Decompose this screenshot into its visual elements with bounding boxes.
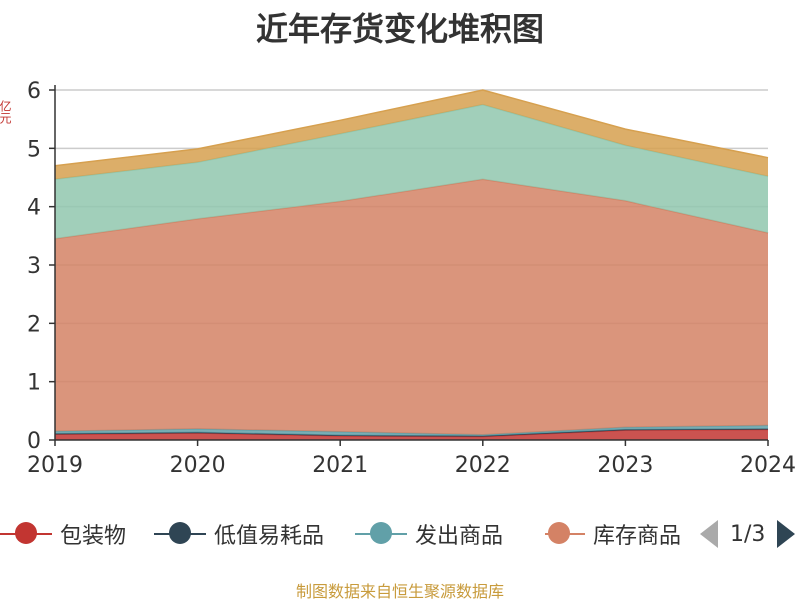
legend-label: 发出商品	[415, 524, 504, 549]
x-tick-label: 2024	[740, 453, 796, 478]
legend-dot-icon	[15, 522, 37, 544]
legend-dot-icon	[548, 522, 570, 544]
legend-dot-icon	[169, 522, 191, 544]
y-axis-unit: 亿元	[0, 100, 12, 124]
y-tick-label: 4	[27, 196, 41, 221]
x-tick-label: 2019	[27, 453, 83, 478]
x-tick-label: 2021	[312, 453, 368, 478]
area-库存商品	[55, 179, 768, 435]
y-tick-label: 0	[27, 429, 41, 454]
legend-line	[355, 522, 407, 544]
series-line-原材料	[54, 89, 769, 167]
y-tick-label: 3	[27, 254, 41, 279]
x-tick-label: 2022	[455, 453, 511, 478]
legend-item-stock-goods[interactable]: 库存商品	[545, 516, 685, 552]
x-tick-label: 2023	[597, 453, 653, 478]
legend-line	[545, 522, 585, 544]
legend-page-indicator: 1/3	[730, 521, 766, 547]
legend-label: 包装物	[60, 524, 127, 549]
legend-line	[154, 522, 206, 544]
area-在产品	[55, 104, 768, 239]
legend: 包装物 低值易耗品 发出商品 库存商品	[0, 516, 800, 552]
area-原材料	[55, 90, 768, 180]
chart-title: 近年存货变化堆积图	[255, 10, 544, 48]
legend-item-consumables[interactable]: 低值易耗品	[154, 516, 324, 552]
legend-item-shipped-goods[interactable]: 发出商品	[355, 516, 503, 552]
legend-pager: 1/3	[700, 516, 796, 552]
y-tick-label: 2	[27, 312, 41, 337]
legend-dot-icon	[370, 522, 392, 544]
data-source-note: 制图数据来自恒生聚源数据库	[295, 582, 504, 601]
prev-page-icon[interactable]	[700, 520, 718, 548]
next-page-icon[interactable]	[777, 520, 796, 548]
x-tick-label: 2020	[170, 453, 226, 478]
legend-label: 库存商品	[593, 524, 682, 549]
y-tick-label: 5	[27, 137, 41, 162]
y-tick-label: 6	[27, 79, 41, 104]
y-tick-label: 1	[27, 371, 41, 396]
legend-line	[0, 522, 52, 544]
legend-item-packaging[interactable]: 包装物	[0, 516, 126, 552]
legend-label: 低值易耗品	[214, 524, 325, 549]
